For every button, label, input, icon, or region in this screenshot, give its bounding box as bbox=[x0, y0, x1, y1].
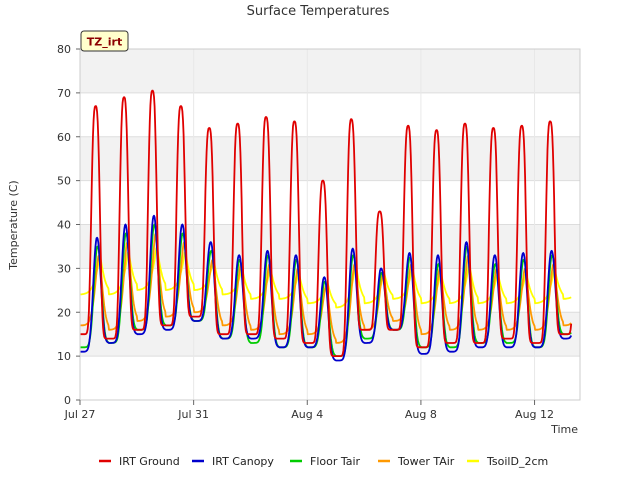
legend: IRT Ground IRT Canopy Floor Tair Tower TAir… bbox=[99, 455, 548, 468]
y-tick-label: 40 bbox=[57, 219, 71, 232]
legend-label: IRT Ground bbox=[119, 455, 180, 468]
series-line-irt-ground bbox=[80, 89, 573, 358]
chart-title: Surface Temperatures bbox=[247, 4, 390, 19]
series-lines bbox=[80, 89, 573, 362]
x-axis-label: Time bbox=[550, 423, 578, 436]
x-tick-label: Aug 12 bbox=[515, 408, 554, 421]
y-tick-label: 10 bbox=[57, 350, 71, 363]
y-tick-label: 80 bbox=[57, 43, 71, 56]
legend-label: IRT Canopy bbox=[212, 455, 274, 468]
legend-label: TsoilD_2cm bbox=[486, 455, 548, 468]
x-tick-label: Aug 4 bbox=[291, 408, 323, 421]
y-tick-label: 0 bbox=[64, 394, 71, 407]
legend-label: Tower TAir bbox=[397, 455, 455, 468]
y-axis-ticks: 0 10 20 30 40 50 60 70 80 bbox=[57, 43, 80, 407]
y-tick-label: 60 bbox=[57, 131, 71, 144]
x-axis-ticks: Jul 27 Jul 31 Aug 4 Aug 8 Aug 12 bbox=[64, 400, 554, 421]
y-tick-label: 20 bbox=[57, 306, 71, 319]
y-tick-label: 70 bbox=[57, 87, 71, 100]
legend-label: Floor Tair bbox=[310, 455, 361, 468]
y-tick-label: 50 bbox=[57, 175, 71, 188]
site-tag: TZ_irt bbox=[80, 30, 129, 52]
y-tick-label: 30 bbox=[57, 262, 71, 275]
plot-band bbox=[80, 49, 580, 93]
x-tick-label: Jul 27 bbox=[64, 408, 96, 421]
x-tick-label: Aug 8 bbox=[405, 408, 437, 421]
x-tick-label: Jul 31 bbox=[177, 408, 209, 421]
y-axis-label: Temperature (C) bbox=[7, 180, 20, 270]
site-tag-box bbox=[80, 30, 129, 52]
site-tag-label: TZ_irt bbox=[87, 36, 122, 49]
